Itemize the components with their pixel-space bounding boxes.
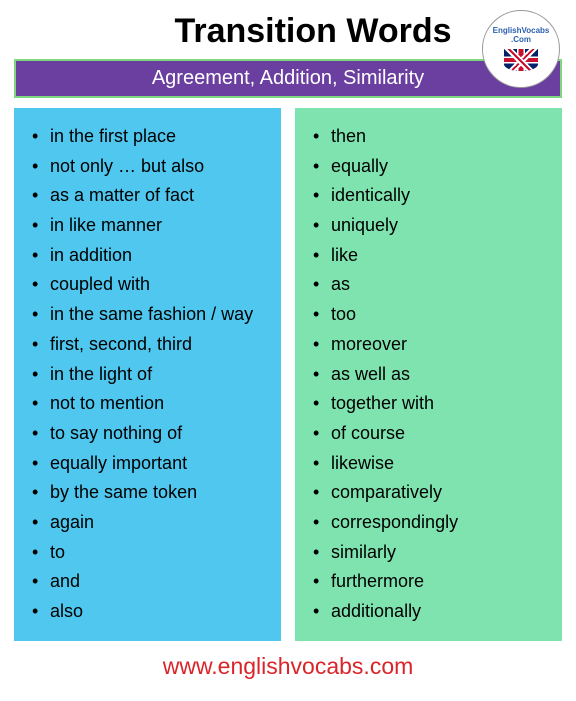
list-item: additionally	[313, 597, 550, 627]
list-item: uniquely	[313, 211, 550, 241]
list-item: as well as	[313, 360, 550, 390]
list-item: by the same token	[32, 478, 269, 508]
list-item: identically	[313, 181, 550, 211]
list-item: in addition	[32, 241, 269, 271]
list-item: in the light of	[32, 360, 269, 390]
list-item: in the first place	[32, 122, 269, 152]
right-list: thenequallyidenticallyuniquelylikeastoom…	[313, 122, 550, 627]
list-item: likewise	[313, 449, 550, 479]
list-item: to	[32, 538, 269, 568]
list-item: not only … but also	[32, 152, 269, 182]
page-title: Transition Words	[14, 12, 562, 51]
list-item: in the same fashion / way	[32, 300, 269, 330]
uk-flag-icon	[504, 49, 538, 71]
list-item: furthermore	[313, 567, 550, 597]
list-item: and	[32, 567, 269, 597]
list-item: correspondingly	[313, 508, 550, 538]
list-item: moreover	[313, 330, 550, 360]
list-item: first, second, third	[32, 330, 269, 360]
header: Transition Words EnglishVocabs .Com	[14, 12, 562, 51]
list-item: also	[32, 597, 269, 627]
right-column: thenequallyidenticallyuniquelylikeastoom…	[295, 108, 562, 641]
list-item: of course	[313, 419, 550, 449]
list-item: as	[313, 270, 550, 300]
list-item: together with	[313, 389, 550, 419]
list-item: not to mention	[32, 389, 269, 419]
list-item: too	[313, 300, 550, 330]
subtitle-bar: Agreement, Addition, Similarity	[14, 59, 562, 98]
list-item: to say nothing of	[32, 419, 269, 449]
logo-text-2: .Com	[511, 36, 531, 45]
left-list: in the first placenot only … but alsoas …	[32, 122, 269, 627]
columns-container: in the first placenot only … but alsoas …	[14, 108, 562, 641]
list-item: similarly	[313, 538, 550, 568]
list-item: equally	[313, 152, 550, 182]
list-item: equally important	[32, 449, 269, 479]
list-item: like	[313, 241, 550, 271]
list-item: comparatively	[313, 478, 550, 508]
list-item: in like manner	[32, 211, 269, 241]
logo-badge: EnglishVocabs .Com	[482, 10, 560, 88]
left-column: in the first placenot only … but alsoas …	[14, 108, 281, 641]
list-item: again	[32, 508, 269, 538]
list-item: as a matter of fact	[32, 181, 269, 211]
list-item: then	[313, 122, 550, 152]
footer-url: www.englishvocabs.com	[14, 653, 562, 680]
list-item: coupled with	[32, 270, 269, 300]
